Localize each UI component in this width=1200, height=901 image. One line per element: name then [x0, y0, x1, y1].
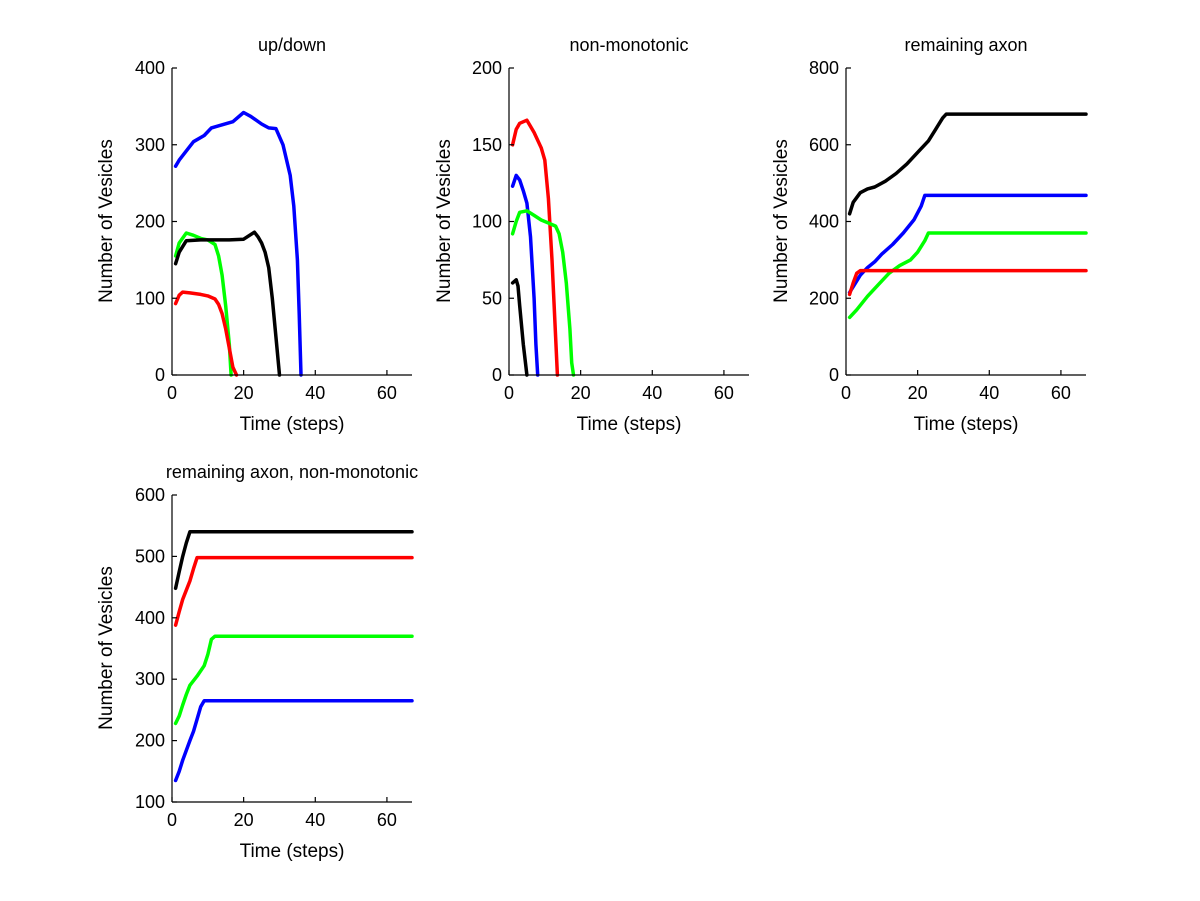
y-tick-label: 100 — [135, 288, 165, 308]
y-tick-label: 200 — [472, 58, 502, 78]
series-line-green — [847, 231, 1088, 320]
series-line-blue — [173, 110, 303, 377]
x-axis-label: Time (steps) — [240, 841, 345, 862]
y-tick-label: 600 — [135, 485, 165, 505]
series-line-black — [510, 278, 529, 377]
x-tick-label: 60 — [714, 383, 734, 403]
y-tick-label: 100 — [135, 792, 165, 812]
y-tick-label: 300 — [135, 135, 165, 155]
x-tick-label: 60 — [377, 810, 397, 830]
series-line-black — [173, 530, 414, 591]
y-tick-label: 800 — [809, 58, 839, 78]
y-axis-label: Number of Vesicles — [96, 139, 117, 303]
x-tick-label: 20 — [908, 383, 928, 403]
x-axis-label: Time (steps) — [240, 414, 345, 435]
y-tick-label: 0 — [492, 365, 502, 385]
chart-title: up/down — [258, 35, 326, 55]
y-tick-label: 0 — [829, 365, 839, 385]
y-tick-label: 0 — [155, 365, 165, 385]
chart-title: non-monotonic — [569, 35, 688, 55]
x-axis-label: Time (steps) — [914, 414, 1019, 435]
x-tick-label: 40 — [979, 383, 999, 403]
x-tick-label: 60 — [1051, 383, 1071, 403]
y-tick-label: 200 — [135, 731, 165, 751]
y-tick-label: 100 — [472, 212, 502, 232]
x-tick-label: 20 — [234, 810, 254, 830]
series-line-black — [173, 230, 282, 377]
series-line-blue — [510, 173, 540, 377]
y-tick-label: 600 — [809, 135, 839, 155]
series-line-red — [173, 555, 414, 627]
y-tick-label: 400 — [135, 58, 165, 78]
series-line-blue — [173, 698, 414, 783]
panel-up-down: up/down Time (steps) Number of Vesicles … — [96, 35, 412, 435]
x-tick-label: 60 — [377, 383, 397, 403]
x-tick-label: 20 — [234, 383, 254, 403]
panel-non-monotonic: non-monotonic Time (steps) Number of Ves… — [434, 35, 749, 435]
series-line-red — [173, 290, 239, 377]
y-axis-label: Number of Vesicles — [771, 139, 792, 303]
y-tick-label: 150 — [472, 135, 502, 155]
x-axis-label: Time (steps) — [577, 414, 682, 435]
series-line-black — [847, 112, 1088, 216]
x-tick-label: 0 — [504, 383, 514, 403]
y-tick-label: 300 — [135, 669, 165, 689]
y-tick-label: 400 — [135, 608, 165, 628]
y-axis-label: Number of Vesicles — [434, 139, 455, 303]
panel-remaining-axon: remaining axon Time (steps) Number of Ve… — [771, 35, 1088, 435]
series-line-green — [173, 634, 414, 726]
x-tick-label: 0 — [841, 383, 851, 403]
chart-title: remaining axon, non-monotonic — [166, 462, 418, 482]
x-tick-label: 20 — [571, 383, 591, 403]
x-tick-label: 40 — [305, 383, 325, 403]
y-axis-label: Number of Vesicles — [96, 566, 117, 730]
x-tick-label: 0 — [167, 810, 177, 830]
y-tick-label: 200 — [809, 288, 839, 308]
chart-title: remaining axon — [904, 35, 1027, 55]
x-tick-label: 0 — [167, 383, 177, 403]
y-tick-label: 500 — [135, 546, 165, 566]
series-line-green — [510, 209, 576, 377]
y-tick-label: 200 — [135, 212, 165, 232]
y-tick-label: 400 — [809, 212, 839, 232]
x-tick-label: 40 — [305, 810, 325, 830]
series-line-blue — [847, 193, 1088, 295]
panel-remaining-axon-non-monotonic: remaining axon, non-monotonic Time (step… — [96, 462, 418, 862]
series-line-red — [510, 118, 560, 377]
y-tick-label: 50 — [482, 288, 502, 308]
x-tick-label: 40 — [642, 383, 662, 403]
series-line-green — [173, 231, 233, 377]
series-line-red — [847, 268, 1088, 297]
